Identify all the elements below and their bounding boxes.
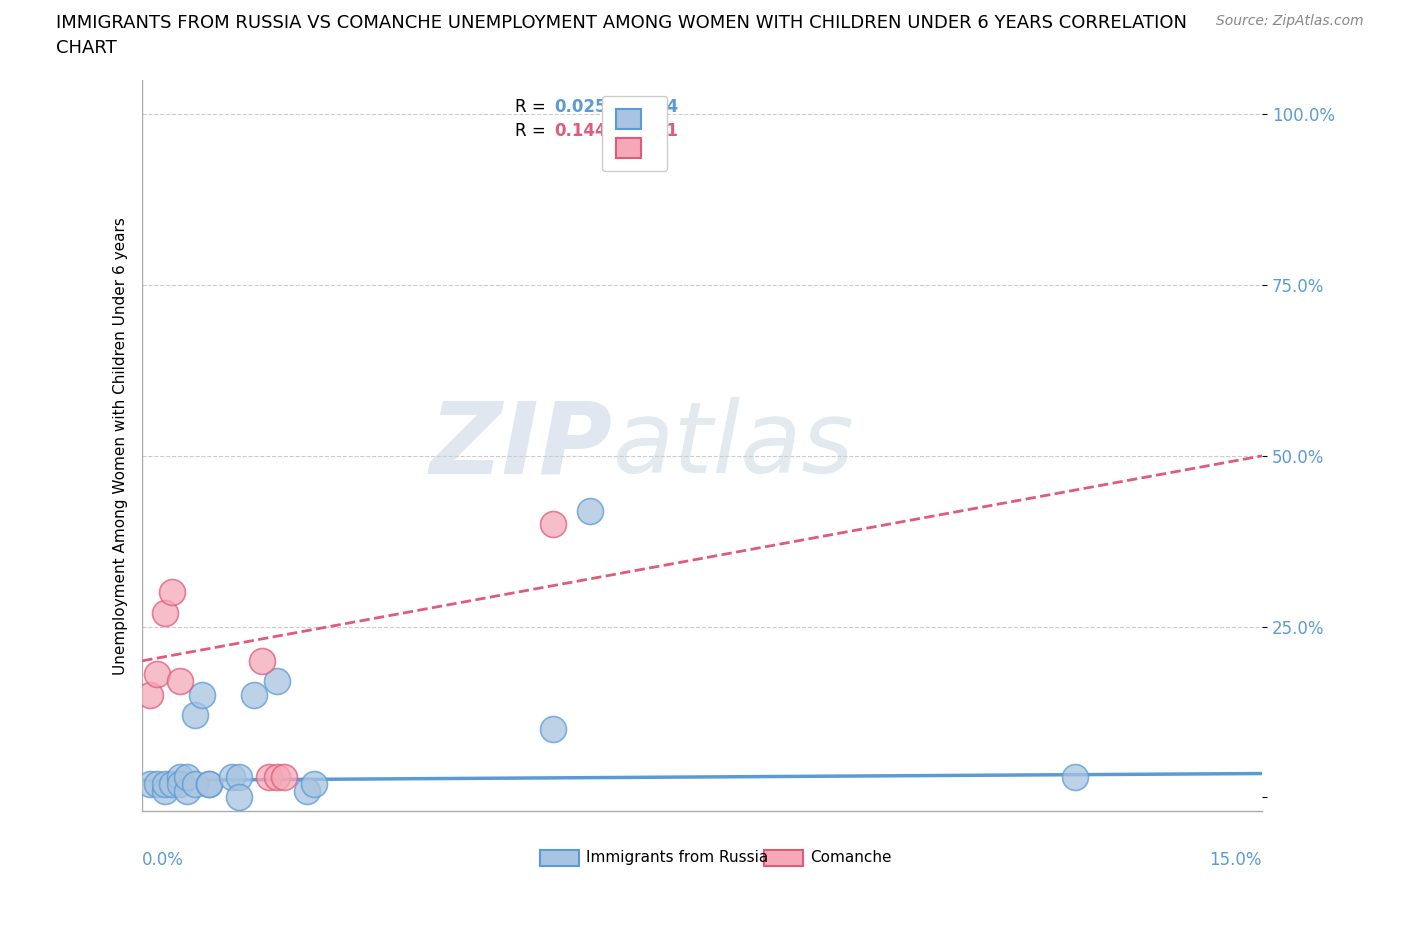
- Point: [228, 790, 250, 804]
- Point: [302, 777, 325, 791]
- Text: IMMIGRANTS FROM RUSSIA VS COMANCHE UNEMPLOYMENT AMONG WOMEN WITH CHILDREN UNDER : IMMIGRANTS FROM RUSSIA VS COMANCHE UNEMP…: [56, 14, 1187, 32]
- Text: Comanche: Comanche: [810, 850, 891, 865]
- Point: [221, 769, 243, 784]
- Point: [169, 674, 191, 689]
- Text: 0.025: 0.025: [554, 99, 607, 116]
- Text: ZIP: ZIP: [430, 397, 613, 494]
- Legend: , : ,: [603, 96, 668, 171]
- Text: 15.0%: 15.0%: [1209, 851, 1263, 870]
- Point: [250, 654, 273, 669]
- Y-axis label: Unemployment Among Women with Children Under 6 years: Unemployment Among Women with Children U…: [114, 217, 128, 674]
- Point: [273, 769, 295, 784]
- Point: [160, 585, 183, 600]
- Point: [146, 777, 169, 791]
- Point: [541, 722, 564, 737]
- Point: [139, 687, 162, 702]
- Text: 11: 11: [655, 122, 678, 140]
- Point: [176, 769, 198, 784]
- Point: [266, 769, 288, 784]
- Point: [169, 769, 191, 784]
- Point: [191, 687, 214, 702]
- Text: CHART: CHART: [56, 39, 117, 57]
- FancyBboxPatch shape: [540, 850, 579, 866]
- Point: [183, 708, 205, 723]
- Point: [169, 777, 191, 791]
- Point: [139, 777, 162, 791]
- Point: [295, 783, 318, 798]
- Text: N =: N =: [614, 99, 652, 116]
- Point: [257, 769, 280, 784]
- Point: [243, 687, 266, 702]
- Point: [198, 777, 221, 791]
- Text: 0.144: 0.144: [554, 122, 607, 140]
- Text: atlas: atlas: [613, 397, 855, 494]
- Point: [541, 517, 564, 532]
- Point: [579, 503, 602, 518]
- Point: [146, 667, 169, 682]
- Point: [160, 777, 183, 791]
- Text: Immigrants from Russia: Immigrants from Russia: [586, 850, 768, 865]
- Point: [153, 777, 176, 791]
- Point: [1064, 769, 1087, 784]
- Point: [266, 674, 288, 689]
- Text: N =: N =: [614, 122, 652, 140]
- Text: R =: R =: [515, 122, 551, 140]
- Text: Source: ZipAtlas.com: Source: ZipAtlas.com: [1216, 14, 1364, 28]
- Point: [228, 769, 250, 784]
- Point: [198, 777, 221, 791]
- Text: 24: 24: [655, 99, 678, 116]
- FancyBboxPatch shape: [763, 850, 803, 866]
- Text: 0.0%: 0.0%: [142, 851, 184, 870]
- Text: R =: R =: [515, 99, 551, 116]
- Point: [176, 783, 198, 798]
- Point: [153, 783, 176, 798]
- Point: [183, 777, 205, 791]
- Point: [153, 605, 176, 620]
